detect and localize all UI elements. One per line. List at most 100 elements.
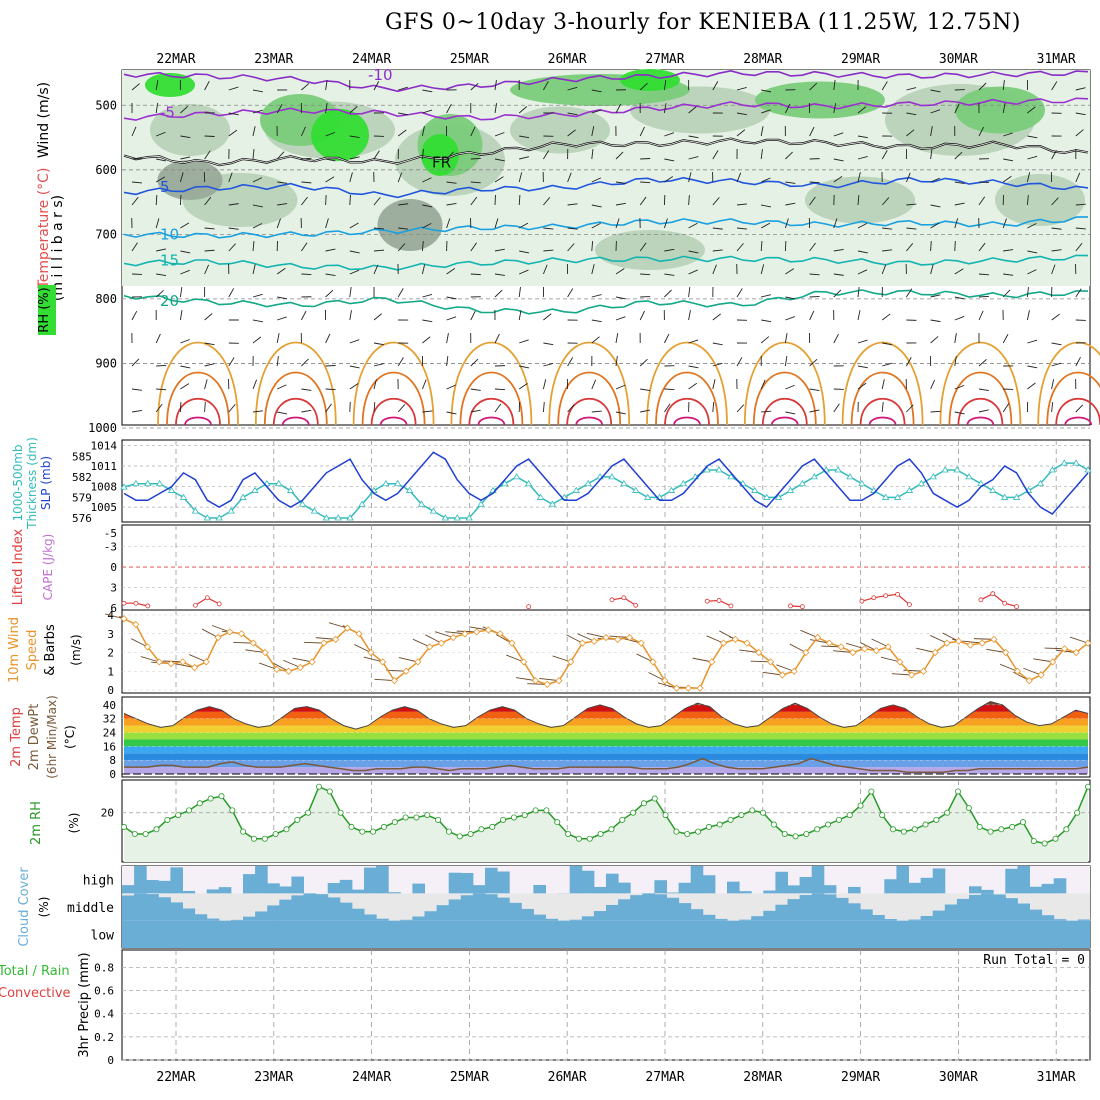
wind-barb bbox=[857, 172, 861, 183]
lifted-index-marker bbox=[609, 597, 615, 603]
wind-barb bbox=[228, 404, 236, 413]
wind-barb bbox=[930, 177, 940, 183]
wind-barb bbox=[156, 248, 167, 252]
wind-barb bbox=[761, 204, 772, 208]
wind-barb bbox=[373, 379, 377, 390]
wind-barb bbox=[567, 227, 578, 230]
cloud-level-label: high bbox=[83, 874, 114, 889]
wind-barb bbox=[328, 622, 348, 629]
wind-barb bbox=[373, 342, 384, 346]
thickness-line-marker bbox=[501, 479, 509, 487]
wind-speed-line-marker bbox=[449, 633, 457, 642]
wind-speed-line-marker bbox=[343, 624, 351, 632]
cloud-mid-bar bbox=[1041, 915, 1055, 921]
cloud-mid-bar bbox=[1053, 919, 1067, 921]
wind-speed-line-marker bbox=[590, 637, 598, 645]
wind-barb bbox=[155, 103, 159, 114]
wind-speed-label: Speed bbox=[25, 630, 40, 671]
wind-barb bbox=[179, 194, 182, 206]
cloud-mid-bar bbox=[424, 911, 438, 921]
wind-speed-line-marker bbox=[414, 658, 422, 666]
wind-barb bbox=[567, 86, 578, 91]
temp-bands bbox=[124, 701, 1088, 774]
cloud-high-bar bbox=[702, 875, 716, 894]
warm-isotherm bbox=[281, 416, 310, 426]
upper-y-tick: 1000 bbox=[88, 421, 117, 435]
wind-barb bbox=[1002, 334, 1009, 344]
wind-barb bbox=[228, 172, 233, 183]
cloud-high-bar bbox=[593, 886, 607, 894]
wind-barb bbox=[373, 227, 384, 230]
wind-speed-line-marker bbox=[931, 648, 939, 657]
isotherm-label: -5 bbox=[160, 104, 175, 122]
wind-barb bbox=[1075, 129, 1084, 137]
cloud-mid-bar bbox=[666, 897, 680, 921]
warm-isotherm bbox=[379, 416, 408, 426]
wind-barb bbox=[640, 181, 651, 184]
thickness-line-marker bbox=[453, 514, 461, 521]
cloud-high-bar bbox=[460, 873, 474, 894]
wind-barb bbox=[591, 294, 602, 298]
wind-speed-line-marker bbox=[637, 639, 645, 647]
wind-barb bbox=[1051, 402, 1054, 413]
wind-barb bbox=[871, 638, 889, 648]
wind-barb bbox=[180, 156, 191, 160]
wind-speed-line-marker bbox=[1084, 639, 1092, 647]
wind-barb bbox=[180, 383, 190, 390]
thickness-line-marker bbox=[917, 479, 926, 487]
temperature-axis-label: Temperature (°C) bbox=[36, 168, 52, 290]
rh2m-line-marker bbox=[218, 793, 225, 800]
thickness-tick: 582 bbox=[72, 471, 92, 484]
date-label-top: 31MAR bbox=[1037, 52, 1076, 67]
thickness-line-marker bbox=[429, 507, 438, 514]
cloud-high-bar bbox=[896, 866, 909, 894]
wind-barb bbox=[1002, 218, 1007, 229]
rh2m-tick: 20 bbox=[101, 807, 114, 820]
wind-barb bbox=[809, 196, 816, 206]
cloud-mid-bar bbox=[436, 905, 450, 921]
wind-barb bbox=[688, 156, 699, 160]
wind-barb bbox=[131, 83, 140, 91]
cloud-high-bar bbox=[823, 885, 837, 894]
wind-barb bbox=[131, 358, 140, 367]
wind-speed-line-marker bbox=[437, 639, 445, 647]
wind-barb bbox=[688, 287, 691, 298]
wind-barb bbox=[1051, 249, 1062, 252]
thickness-line-marker bbox=[798, 479, 807, 487]
cloud-high-bar bbox=[255, 866, 268, 894]
wind-barb bbox=[542, 264, 548, 275]
wind-barb bbox=[519, 365, 530, 369]
wind-barb bbox=[857, 222, 868, 229]
precip-axis-label: 3hr Precip (mm) bbox=[77, 952, 92, 1057]
wind-barb bbox=[785, 316, 795, 321]
wind-barb bbox=[325, 289, 334, 298]
date-label-bottom: 23MAR bbox=[254, 1070, 293, 1085]
warm-isotherm bbox=[575, 416, 604, 426]
wind-barb bbox=[301, 196, 308, 206]
wind-barbs-label: & Barbs bbox=[43, 624, 58, 676]
wind-barb bbox=[954, 103, 960, 114]
slp-tick: 1014 bbox=[91, 439, 118, 452]
wind-barb bbox=[688, 172, 692, 183]
wind-barb bbox=[577, 633, 595, 642]
cloud-high-bar bbox=[206, 889, 220, 894]
wind-barb bbox=[470, 181, 481, 184]
date-label-bottom: 31MAR bbox=[1037, 1070, 1076, 1085]
cloud-mid-bar bbox=[485, 894, 498, 921]
wind-barb bbox=[179, 172, 184, 183]
wind-barb bbox=[785, 268, 795, 275]
wind-speed-line-marker bbox=[308, 658, 316, 666]
wind-speed-line-marker bbox=[767, 658, 775, 666]
lifted-index-marker bbox=[216, 601, 222, 607]
wind-barb bbox=[942, 632, 959, 642]
rh2m-line-marker bbox=[510, 814, 517, 821]
wind-barb bbox=[519, 269, 529, 275]
wind-barb bbox=[1002, 80, 1005, 91]
wind-barb bbox=[272, 662, 289, 672]
wind-barb bbox=[131, 638, 148, 648]
thickness-line-marker bbox=[620, 479, 628, 487]
thickness-label-1: 1000-500mb bbox=[11, 444, 25, 521]
wind-barb bbox=[930, 635, 948, 644]
date-label-bottom: 25MAR bbox=[450, 1070, 489, 1085]
wind-barb bbox=[155, 176, 166, 183]
